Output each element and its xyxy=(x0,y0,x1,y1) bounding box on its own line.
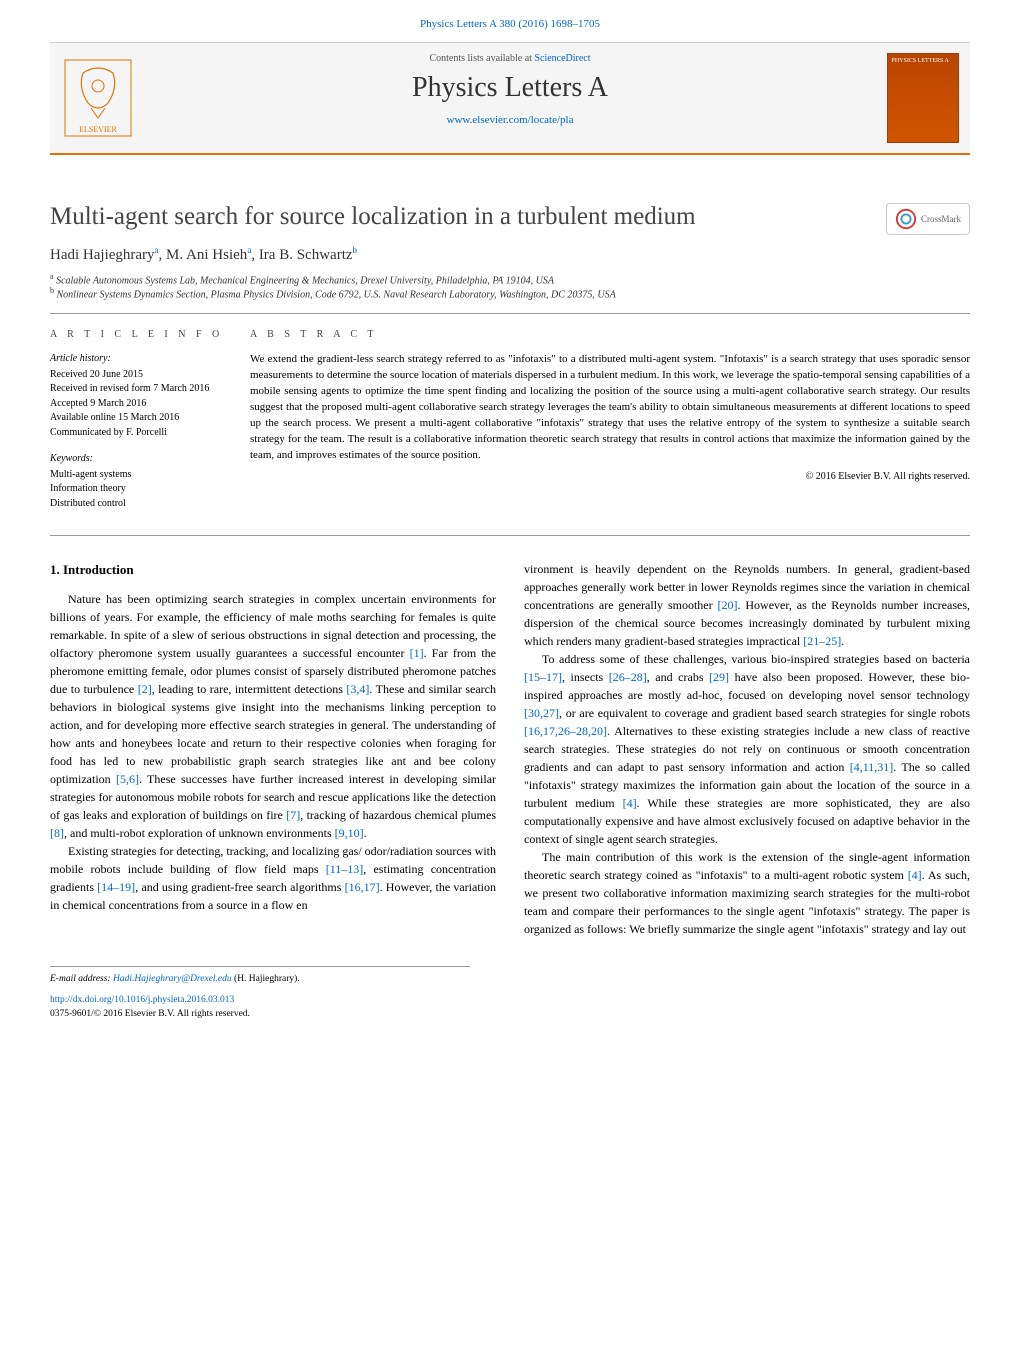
doi-link[interactable]: http://dx.doi.org/10.1016/j.physleta.201… xyxy=(50,994,470,1007)
top-citation: Physics Letters A 380 (2016) 1698–1705 xyxy=(0,0,1020,42)
authors: Hadi Hajieghrarya, M. Ani Hsieha, Ira B.… xyxy=(50,245,970,264)
journal-url[interactable]: www.elsevier.com/locate/pla xyxy=(145,114,875,126)
article-info-heading: a r t i c l e i n f o xyxy=(50,328,230,343)
cite-20[interactable]: [20] xyxy=(718,598,738,612)
journal-name: Physics Letters A xyxy=(145,72,875,104)
revised-date: Received in revised form 7 March 2016 xyxy=(50,382,230,397)
cite-15-17[interactable]: [15–17] xyxy=(524,670,562,684)
author-1-affil: a xyxy=(155,245,159,255)
affiliations: a Scalable Autonomous Systems Lab, Mecha… xyxy=(50,272,970,301)
cite-multi[interactable]: [16,17,26–28,20] xyxy=(524,724,607,738)
cite-9-10[interactable]: [9,10] xyxy=(335,826,364,840)
issn-copyright: 0375-9601/© 2016 Elsevier B.V. All right… xyxy=(50,1008,470,1021)
footer: E-mail address: Hadi.Hajieghrary@Drexel.… xyxy=(50,966,470,1021)
affil-a-sup: a xyxy=(50,272,54,281)
abstract: a b s t r a c t We extend the gradient-l… xyxy=(250,328,970,524)
contents-prefix: Contents lists available at xyxy=(429,53,534,64)
cite-8[interactable]: [8] xyxy=(50,826,64,840)
crossmark-badge[interactable]: CrossMark xyxy=(886,203,970,235)
cite-16-17[interactable]: [16,17] xyxy=(345,880,380,894)
cite-2[interactable]: [2] xyxy=(138,682,152,696)
affil-b: Nonlinear Systems Dynamics Section, Plas… xyxy=(57,290,616,301)
author-2-affil: a xyxy=(247,245,251,255)
journal-cover: PHYSICS LETTERS A xyxy=(875,43,970,153)
sciencedirect-link[interactable]: ScienceDirect xyxy=(534,53,590,64)
cite-21-25[interactable]: [21–25] xyxy=(803,634,841,648)
author-3: Ira B. Schwartz xyxy=(259,247,353,263)
body-columns: 1. Introduction Nature has been optimizi… xyxy=(50,560,970,938)
abstract-text: We extend the gradient-less search strat… xyxy=(250,352,970,464)
received-date: Received 20 June 2015 xyxy=(50,368,230,383)
header-band: ELSEVIER Contents lists available at Sci… xyxy=(50,42,970,155)
para-3: To address some of these challenges, var… xyxy=(524,650,970,848)
affil-b-sup: b xyxy=(50,286,54,295)
cite-26-28[interactable]: [26–28] xyxy=(609,670,647,684)
svg-text:ELSEVIER: ELSEVIER xyxy=(79,125,117,134)
section-1-heading: 1. Introduction xyxy=(50,560,496,580)
cite-29[interactable]: [29] xyxy=(709,670,729,684)
author-3-affil: b xyxy=(353,245,358,255)
corresponding-email[interactable]: Hadi.Hajieghrary@Drexel.edu xyxy=(113,974,232,984)
cite-7[interactable]: [7] xyxy=(286,808,300,822)
crossmark-label: CrossMark xyxy=(921,214,961,224)
online-date: Available online 15 March 2016 xyxy=(50,411,230,426)
keyword-1: Multi-agent systems xyxy=(50,468,230,483)
article-info: a r t i c l e i n f o Article history: R… xyxy=(50,328,250,524)
para-1: Nature has been optimizing search strate… xyxy=(50,590,496,842)
accepted-date: Accepted 9 March 2016 xyxy=(50,397,230,412)
email-author: (H. Hajieghrary). xyxy=(232,974,300,984)
elsevier-logo: ELSEVIER xyxy=(50,43,145,153)
cite-11-13[interactable]: [11–13] xyxy=(326,862,364,876)
cover-label: PHYSICS LETTERS A xyxy=(892,58,949,64)
cite-4[interactable]: [4] xyxy=(623,796,637,810)
author-2: M. Ani Hsieh xyxy=(166,247,247,263)
affil-a: Scalable Autonomous Systems Lab, Mechani… xyxy=(56,275,554,286)
keyword-3: Distributed control xyxy=(50,497,230,512)
cite-3-4[interactable]: [3,4] xyxy=(346,682,369,696)
para-4: The main contribution of this work is th… xyxy=(524,848,970,938)
cite-4b[interactable]: [4] xyxy=(908,868,922,882)
para-2-cont: vironment is heavily dependent on the Re… xyxy=(524,560,970,650)
cite-4-11-31[interactable]: [4,11,31] xyxy=(850,760,894,774)
author-1: Hadi Hajieghrary xyxy=(50,247,155,263)
keyword-2: Information theory xyxy=(50,482,230,497)
communicated-by: Communicated by F. Porcelli xyxy=(50,426,230,441)
history-label: Article history: xyxy=(50,352,230,367)
abstract-copyright: © 2016 Elsevier B.V. All rights reserved… xyxy=(250,470,970,485)
cite-30-27[interactable]: [30,27] xyxy=(524,706,559,720)
article-title: Multi-agent search for source localizati… xyxy=(50,203,696,231)
abstract-heading: a b s t r a c t xyxy=(250,328,970,343)
cite-1[interactable]: [1] xyxy=(410,646,424,660)
email-label: E-mail address: xyxy=(50,974,113,984)
cite-5-6[interactable]: [5,6] xyxy=(116,772,139,786)
column-right: vironment is heavily dependent on the Re… xyxy=(524,560,970,938)
column-left: 1. Introduction Nature has been optimizi… xyxy=(50,560,496,938)
header-center: Contents lists available at ScienceDirec… xyxy=(145,43,875,153)
para-2: Existing strategies for detecting, track… xyxy=(50,842,496,914)
cite-14-19[interactable]: [14–19] xyxy=(97,880,135,894)
keywords-label: Keywords: xyxy=(50,452,230,467)
